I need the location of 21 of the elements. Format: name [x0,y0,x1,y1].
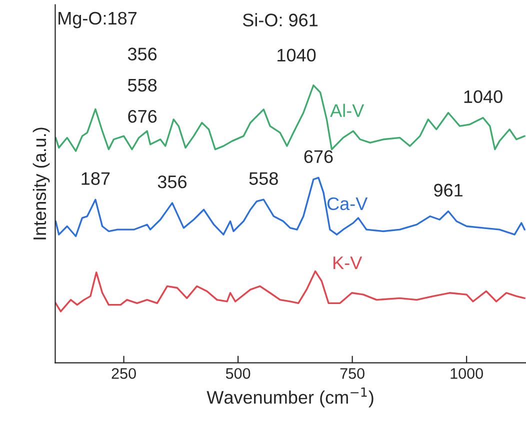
x-axis-title: Wavenumber (cm$^{−1}$) [206,387,374,408]
y-axis-title: Intensity (a.u.) [32,128,50,240]
annotation: 558 [249,172,278,185]
annotation: 356 [158,175,187,188]
x-tick-label: 500 [226,368,250,379]
series-label: K-V [334,256,362,270]
text: Si-O: 961 [242,13,318,26]
annotation: 676 [128,110,157,123]
x-tick-label: 250 [112,368,136,379]
x-tick-label: 750 [340,368,364,379]
annotation: 558 [128,78,157,92]
text: 356 [128,48,157,60]
text: 1040 [278,48,316,62]
annotation: 961 [434,184,462,197]
text: Mg-O:187 [58,12,136,28]
annotation: 1040 [464,90,502,104]
x-tick-label: 1000 [450,368,483,379]
annotation: 676 [304,150,333,164]
series-label: Ca-V [327,197,368,210]
annotation: 187 [82,172,110,185]
series-label: Al-V [330,104,364,117]
